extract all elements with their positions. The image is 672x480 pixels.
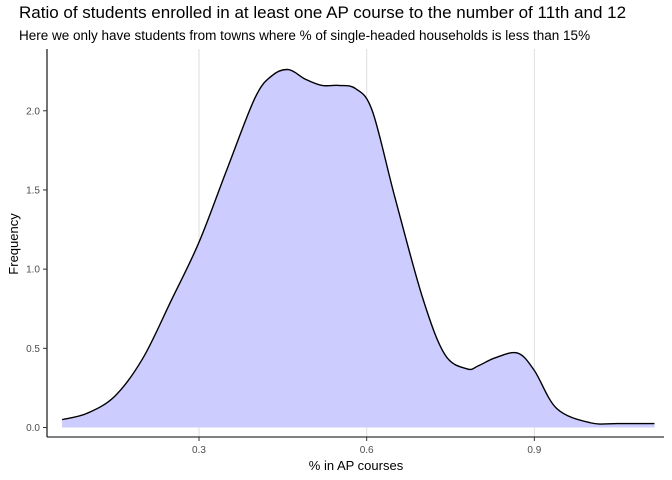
x-axis-ticks: 0.3 0.6 0.9 bbox=[192, 437, 542, 456]
density-line bbox=[61, 68, 655, 425]
y-tick-label: 2.0 bbox=[26, 106, 40, 117]
chart-subtitle: Here we only have students from towns wh… bbox=[19, 28, 591, 43]
y-tick-label: 0.0 bbox=[26, 423, 40, 434]
x-axis-title: % in AP courses bbox=[309, 458, 404, 473]
x-tick-label: 0.9 bbox=[527, 445, 541, 456]
x-tick-label: 0.3 bbox=[192, 445, 206, 456]
x-tick-label: 0.6 bbox=[360, 445, 374, 456]
density-area bbox=[62, 69, 655, 428]
y-axis-title: Frequency bbox=[6, 213, 21, 275]
y-tick-label: 1.5 bbox=[26, 185, 40, 196]
y-axis-ticks: 0.0 0.5 1.0 1.5 2.0 bbox=[26, 106, 47, 434]
y-tick-label: 1.0 bbox=[26, 265, 40, 276]
y-tick-label: 0.5 bbox=[26, 344, 40, 355]
chart-title: Ratio of students enrolled in at least o… bbox=[19, 3, 627, 22]
